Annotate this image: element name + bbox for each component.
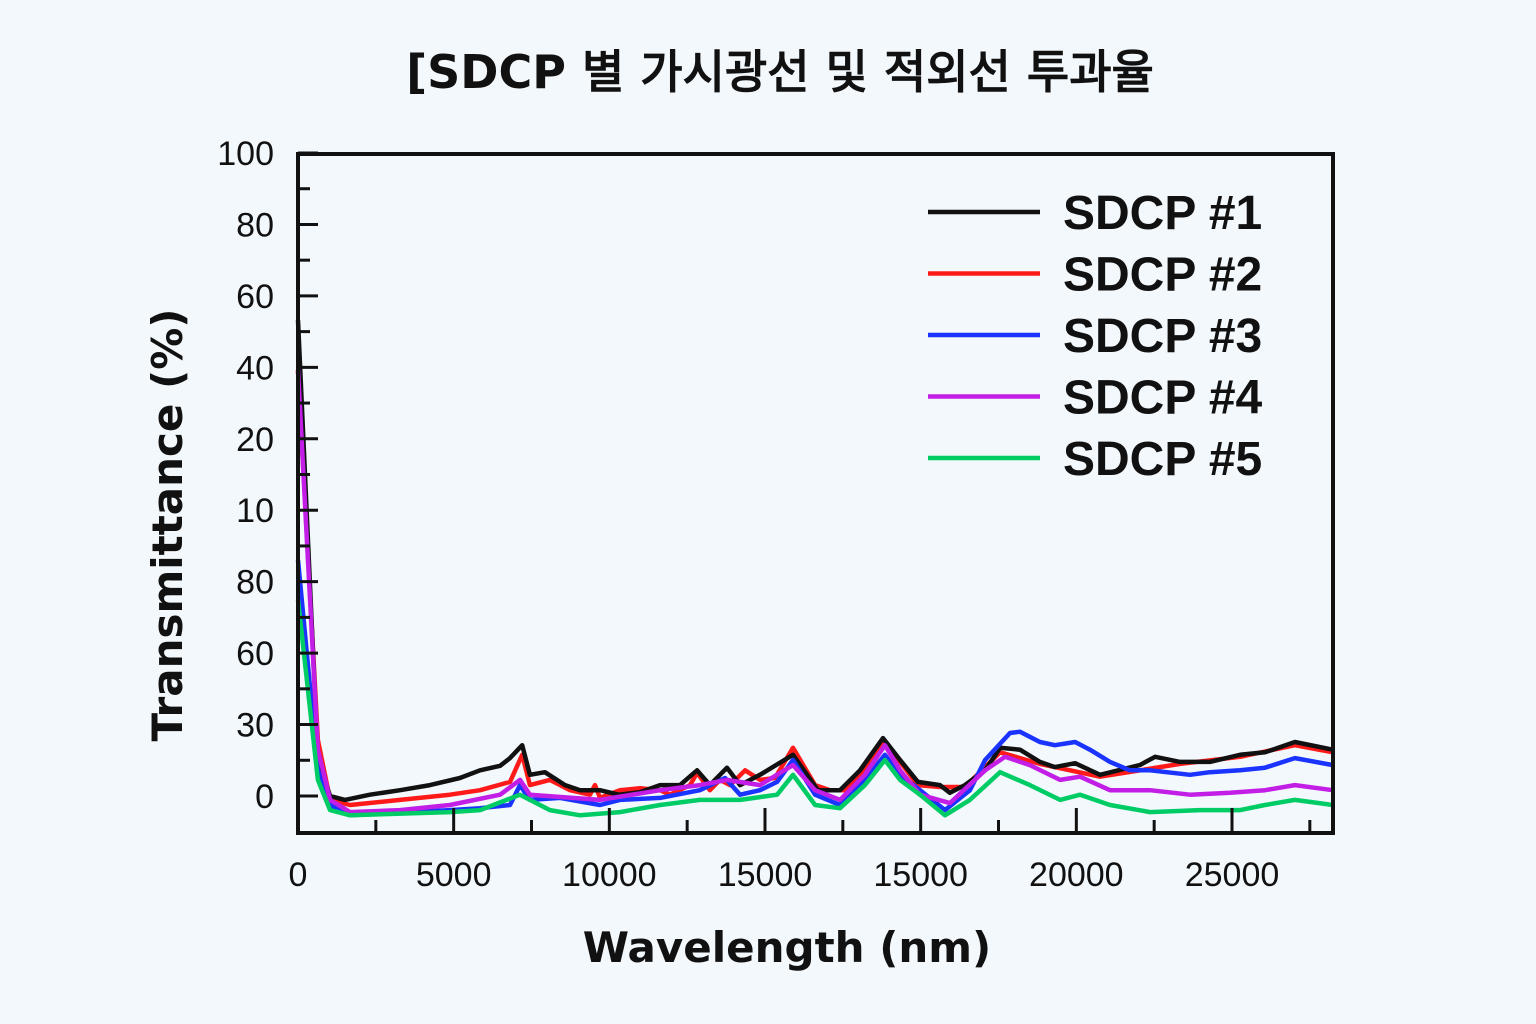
- x-tick-label: 20000: [1029, 856, 1124, 894]
- legend-label: SDCP #1: [1063, 187, 1262, 240]
- x-tick-label: 5000: [416, 856, 492, 894]
- y-tick-label: 80: [236, 564, 274, 602]
- series-line-sdcp-3: [295, 559, 1334, 818]
- y-tick-label: 60: [236, 278, 274, 316]
- x-tick-label: 15000: [873, 856, 968, 894]
- legend-label: SDCP #4: [1063, 372, 1263, 425]
- y-tick-label: 10: [236, 492, 274, 530]
- y-tick-label: 40: [236, 349, 274, 387]
- y-tick-label: 100: [217, 135, 274, 173]
- y-tick-label: 80: [236, 206, 274, 244]
- x-tick-label: 15000: [718, 856, 813, 894]
- x-axis-label: Wavelength (nm): [583, 923, 992, 972]
- legend-label: SDCP #5: [1063, 433, 1262, 486]
- legend-label: SDCP #2: [1063, 249, 1262, 302]
- legend-item-sdcp-1: SDCP #1: [928, 187, 1262, 240]
- series-line-sdcp-4: [295, 370, 1334, 815]
- legend-item-sdcp-4: SDCP #4: [928, 372, 1263, 425]
- x-tick-label: 25000: [1185, 856, 1280, 894]
- legend-item-sdcp-5: SDCP #5: [928, 433, 1262, 486]
- legend-item-sdcp-2: SDCP #2: [928, 249, 1262, 302]
- y-tick-label: 60: [236, 635, 274, 673]
- legend-label: SDCP #3: [1063, 310, 1262, 363]
- ticks-layer: 0 30 60 80 10 20 40 60 80 100 0 5000 10000 15000 15000…: [217, 135, 1312, 894]
- y-tick-label: 0: [255, 778, 274, 816]
- x-tick-label: 10000: [562, 856, 657, 894]
- y-axis-label: Transmittance (%): [143, 308, 192, 741]
- y-tick-label: 20: [236, 421, 274, 459]
- x-tick-label: 0: [289, 856, 308, 894]
- legend-item-sdcp-3: SDCP #3: [928, 310, 1262, 363]
- plot-frame: [296, 152, 1335, 835]
- series-layer: [295, 320, 1334, 818]
- legend: SDCP #1 SDCP #2 SDCP #3 SDCP #4 SDCP #5: [928, 187, 1263, 486]
- y-tick-label: 30: [236, 707, 274, 745]
- series-line-sdcp-1: [295, 320, 1334, 803]
- series-line-sdcp-5: [295, 599, 1334, 818]
- chart-title: [SDCP 별 가시광선 및 적외선 투과율: [406, 45, 1154, 99]
